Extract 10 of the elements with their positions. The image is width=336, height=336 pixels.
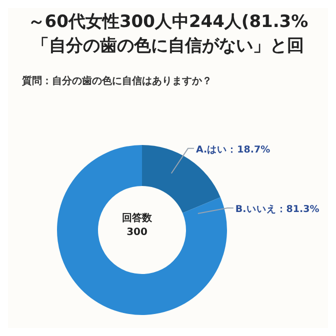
slice-label: A.はい (196, 144, 228, 156)
chart-title: ～60代女性300人中244人(81.3% (26, 11, 310, 34)
data-label: ：18.7% (227, 144, 270, 156)
text: 回答数 (122, 212, 153, 224)
donut-slice (57, 145, 227, 315)
text: 300 (126, 227, 148, 238)
data-label: ：81.3% (276, 204, 320, 215)
text: 質問：自分の歯の色に自信はありますか？ (22, 74, 212, 88)
slice-label: B.いいえ (235, 204, 276, 215)
chart-subtitle: 「自分の歯の色に自信がない」と回 (31, 35, 305, 58)
